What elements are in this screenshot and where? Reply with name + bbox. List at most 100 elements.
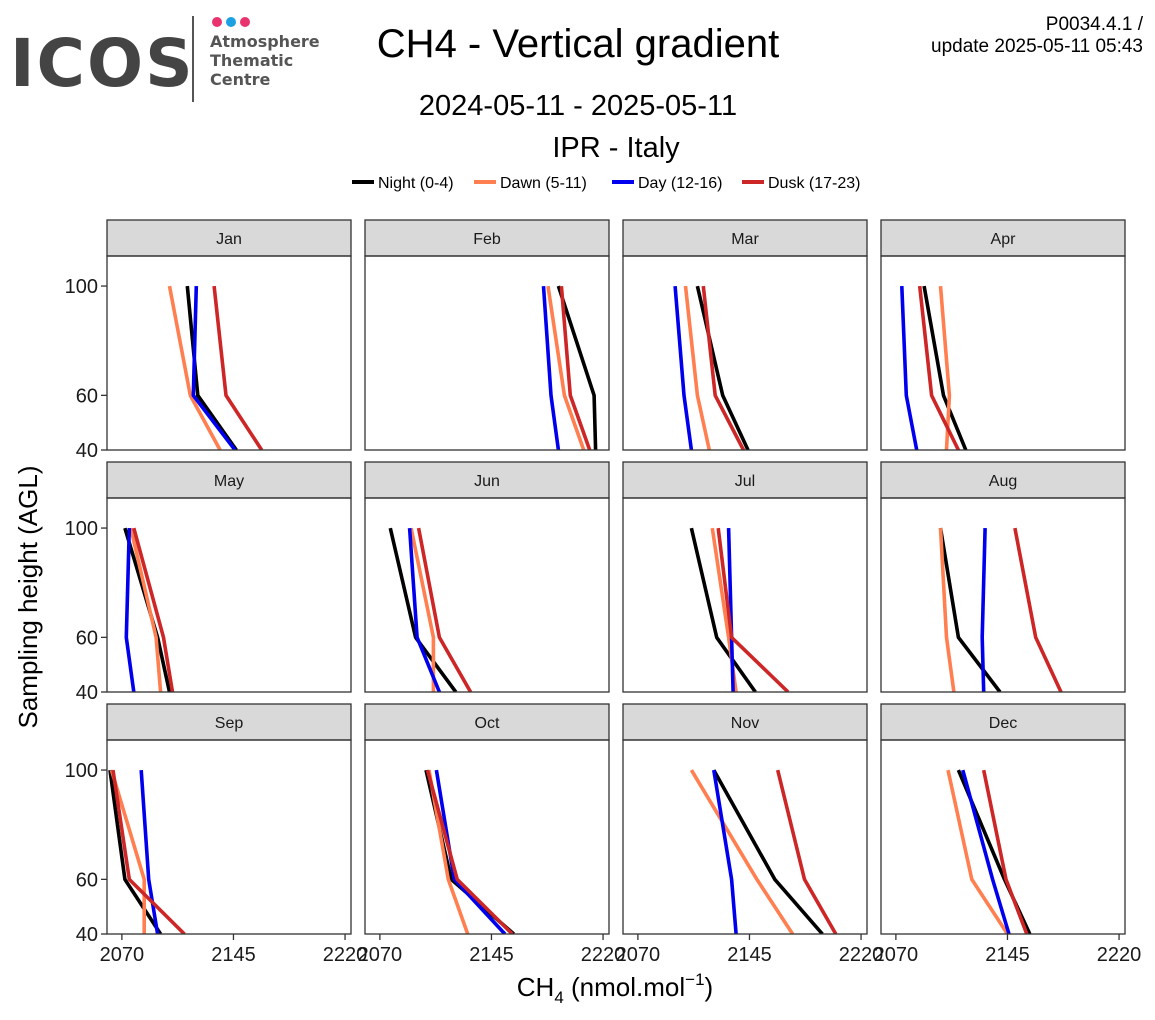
- panel-border: [622, 255, 868, 451]
- logo-dot-1: [212, 17, 222, 27]
- x-tick-label: 2220: [1097, 944, 1142, 966]
- panel-strip-label: Dec: [989, 715, 1017, 732]
- x-tick-label: 2220: [323, 944, 368, 966]
- facet-panels: Jan 40 60 100 Feb Mar Apr May 40 60 100 Jun Jul Aug Se…: [65, 219, 1142, 966]
- panel-strip-label: Jun: [474, 473, 500, 490]
- panel-series: [108, 769, 186, 934]
- series-line-1: [938, 527, 1002, 692]
- panel-border: [106, 739, 352, 935]
- panel-nov: Nov 2070 2145 2220: [616, 703, 884, 966]
- panel-strip-label: Apr: [991, 231, 1017, 248]
- x-tick-label: 2145: [727, 944, 772, 966]
- panel-strip: [880, 461, 1126, 499]
- panel-series: [900, 285, 968, 450]
- panel-border: [364, 497, 610, 693]
- panel-oct: Oct 2070 2145 2220: [358, 703, 626, 966]
- series-line-2: [938, 528, 956, 692]
- icos-logo: ICOS Atmosphere Thematic Centre: [10, 16, 320, 102]
- panel-jan: Jan 40 60 100: [65, 219, 352, 462]
- series-line-4: [701, 285, 746, 450]
- series-line-4: [111, 769, 186, 934]
- x-tick-label: 2145: [985, 944, 1030, 966]
- series-line-3: [961, 769, 1011, 934]
- series-line-2: [946, 769, 1010, 934]
- x-tick-label: 2145: [469, 944, 514, 966]
- x-tick-label: 2070: [100, 944, 145, 966]
- series-line-4: [132, 527, 175, 692]
- panel-series: [123, 527, 175, 692]
- panel-strip-label: Mar: [731, 231, 759, 248]
- panel-border: [106, 497, 352, 693]
- panel-strip-label: Feb: [473, 231, 501, 248]
- series-line-3: [191, 286, 237, 450]
- panel-strip-label: Oct: [475, 715, 500, 732]
- series-line-4: [775, 769, 838, 934]
- panel-strip-label: Jan: [216, 231, 242, 248]
- legend: Night (0-4) Dawn (5-11) Day (12-16) Dusk (1…: [352, 175, 860, 192]
- station-name: IPR - Italy: [552, 132, 680, 164]
- series-line-4: [917, 285, 961, 450]
- panel-strip: [106, 461, 352, 499]
- x-axis-title: CH4 (nmol.mol−1): [517, 970, 713, 1007]
- y-tick-label: 60: [76, 385, 98, 407]
- panel-aug: Aug: [880, 461, 1126, 693]
- y-tick-label: 100: [65, 276, 98, 298]
- panel-may: May 40 60 100: [65, 461, 352, 704]
- series-line-1: [922, 285, 968, 450]
- logo-sub-1: Atmosphere: [210, 32, 320, 51]
- x-axis-title-sup: −1: [685, 970, 704, 989]
- series-line-3: [541, 285, 561, 450]
- panel-series: [541, 285, 598, 450]
- panel-series: [689, 769, 838, 934]
- panel-border: [880, 255, 1126, 451]
- y-tick-label: 100: [65, 518, 98, 540]
- logo-dot-2: [226, 17, 236, 27]
- panel-strip: [622, 219, 868, 257]
- series-line-2: [167, 285, 222, 450]
- x-tick-label: 2070: [358, 944, 403, 966]
- y-axis-title: Sampling height (AGL): [13, 465, 43, 728]
- date-range: 2024-05-11 - 2025-05-11: [418, 90, 738, 122]
- panel-strip: [364, 461, 610, 499]
- y-tick-label: 100: [65, 760, 98, 782]
- x-axis-title-sub: 4: [554, 988, 563, 1007]
- series-line-3: [673, 285, 694, 450]
- panel-border: [364, 739, 610, 935]
- panel-border: [622, 739, 868, 935]
- panel-jun: Jun: [364, 461, 610, 693]
- series-line-2: [689, 769, 795, 934]
- panel-series: [673, 285, 750, 450]
- x-tick-label: 2070: [874, 944, 919, 966]
- series-line-3: [124, 528, 136, 692]
- panel-series: [424, 769, 515, 934]
- series-line-4: [716, 527, 790, 692]
- series-line-4: [212, 285, 264, 450]
- x-tick-label: 2220: [581, 944, 626, 966]
- panel-border: [106, 255, 352, 451]
- legend-label-4: Dusk (17-23): [768, 175, 860, 192]
- legend-label-1: Night (0-4): [378, 175, 454, 192]
- series-line-4: [981, 769, 1029, 934]
- series-line-3: [139, 769, 160, 934]
- panel-strip: [622, 461, 868, 499]
- y-tick-label: 40: [76, 924, 98, 946]
- panel-sep: Sep 40 60 100 2070 2145 2220: [65, 703, 368, 966]
- panel-strip-label: Jul: [735, 473, 755, 490]
- series-line-4: [559, 285, 592, 450]
- series-line-1: [556, 285, 598, 450]
- logo-dot-3: [240, 17, 250, 27]
- panel-strip: [106, 219, 352, 257]
- y-tick-label: 40: [76, 440, 98, 462]
- logo-divider: [192, 16, 194, 102]
- panel-series: [689, 527, 790, 692]
- series-line-2: [129, 527, 163, 692]
- series-line-1: [185, 285, 238, 450]
- series-line-1: [108, 769, 163, 934]
- x-tick-label: 2220: [839, 944, 884, 966]
- panel-mar: Mar: [622, 219, 868, 451]
- legend-label-2: Dawn (5-11): [500, 175, 587, 192]
- panel-strip-label: Nov: [731, 715, 759, 732]
- x-axis-title-unit: (nmol.mol: [564, 972, 685, 1002]
- y-tick-label: 40: [76, 682, 98, 704]
- series-line-3: [407, 527, 442, 692]
